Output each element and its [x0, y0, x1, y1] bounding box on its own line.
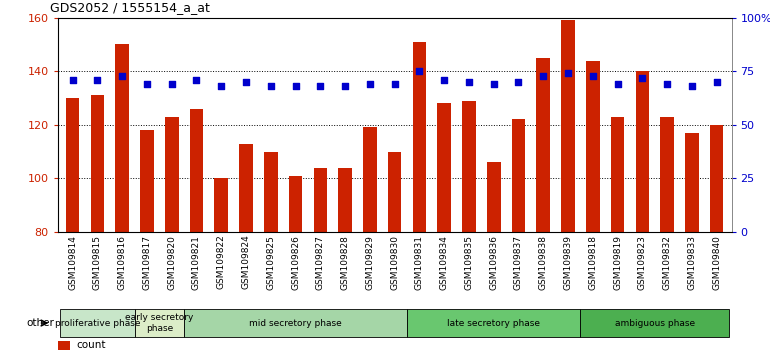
- Bar: [338, 168, 352, 232]
- Bar: [407, 309, 581, 337]
- Bar: [289, 176, 303, 232]
- Bar: [184, 309, 407, 337]
- Point: [116, 73, 129, 78]
- Point: [487, 81, 500, 87]
- Point: [661, 81, 673, 87]
- Point: [91, 77, 103, 82]
- Bar: [313, 168, 327, 232]
- Bar: [165, 117, 179, 232]
- Bar: [586, 61, 600, 232]
- Text: early secretory
phase: early secretory phase: [125, 313, 193, 333]
- Bar: [511, 119, 525, 232]
- Bar: [537, 58, 550, 232]
- Bar: [58, 341, 70, 350]
- Point: [166, 81, 178, 87]
- Point: [463, 79, 475, 85]
- Bar: [65, 98, 79, 232]
- Bar: [611, 117, 624, 232]
- Bar: [561, 21, 575, 232]
- Point: [537, 73, 550, 78]
- Point: [636, 75, 648, 80]
- Point: [611, 81, 624, 87]
- Bar: [413, 42, 427, 232]
- Bar: [189, 109, 203, 232]
- Bar: [60, 309, 135, 337]
- Bar: [363, 127, 377, 232]
- Point: [66, 77, 79, 82]
- Text: proliferative phase: proliferative phase: [55, 319, 140, 327]
- Point: [512, 79, 524, 85]
- Point: [363, 81, 376, 87]
- Point: [290, 84, 302, 89]
- Point: [587, 73, 599, 78]
- Point: [215, 84, 227, 89]
- Bar: [487, 162, 500, 232]
- Point: [686, 84, 698, 89]
- Bar: [91, 95, 104, 232]
- Point: [265, 84, 277, 89]
- Point: [413, 68, 426, 74]
- Point: [314, 84, 326, 89]
- Bar: [140, 130, 154, 232]
- Bar: [661, 117, 674, 232]
- Text: mid secretory phase: mid secretory phase: [249, 319, 342, 327]
- Point: [239, 79, 252, 85]
- Point: [388, 81, 400, 87]
- Bar: [388, 152, 401, 232]
- Bar: [239, 143, 253, 232]
- Text: count: count: [77, 340, 106, 350]
- Point: [141, 81, 153, 87]
- Bar: [685, 133, 698, 232]
- Bar: [214, 178, 228, 232]
- Bar: [264, 152, 278, 232]
- Bar: [581, 309, 729, 337]
- Bar: [710, 125, 724, 232]
- Point: [339, 84, 351, 89]
- Point: [711, 79, 723, 85]
- Text: other: other: [26, 318, 54, 328]
- Point: [190, 77, 203, 82]
- Point: [438, 77, 450, 82]
- Text: GDS2052 / 1555154_a_at: GDS2052 / 1555154_a_at: [50, 1, 210, 14]
- Bar: [635, 71, 649, 232]
- Bar: [116, 45, 129, 232]
- Text: late secretory phase: late secretory phase: [447, 319, 541, 327]
- Bar: [437, 103, 451, 232]
- Point: [562, 70, 574, 76]
- Bar: [135, 309, 184, 337]
- Text: ambiguous phase: ambiguous phase: [614, 319, 695, 327]
- Bar: [462, 101, 476, 232]
